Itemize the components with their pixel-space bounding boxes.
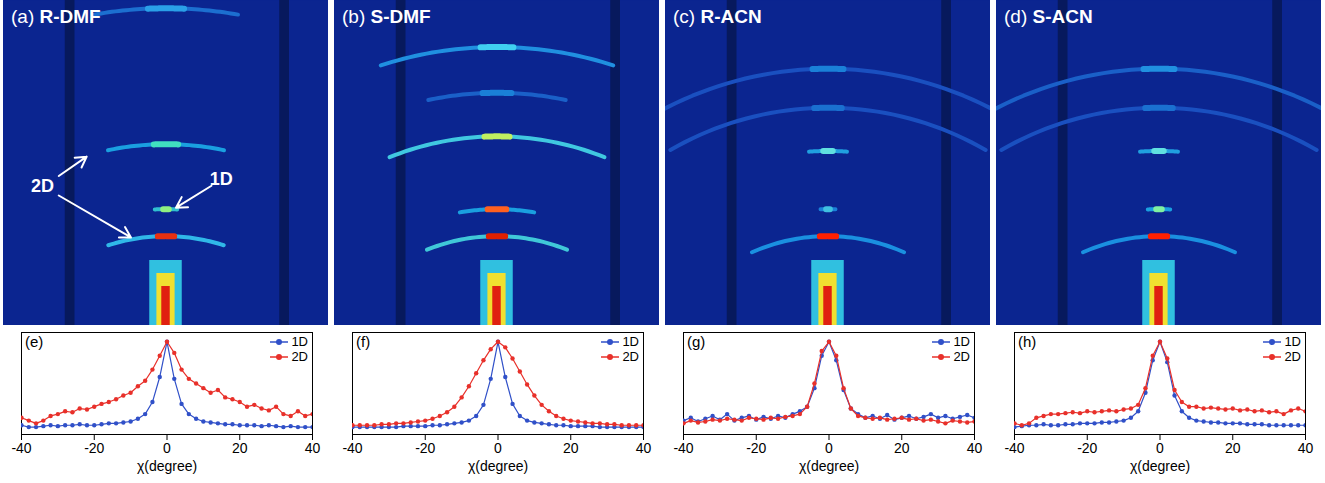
html-text:(e): (e): [25, 333, 44, 350]
html-text:(h): (h): [1018, 333, 1037, 350]
svg-text:0: 0: [1156, 440, 1164, 456]
html-text:1D: 1D: [291, 334, 308, 349]
svg-text:-20: -20: [1077, 440, 1097, 456]
html-text:(g): (g): [687, 333, 706, 350]
svg-text:-20: -20: [84, 440, 104, 456]
svg-text:20: 20: [232, 440, 248, 456]
svg-text:χ(degree): χ(degree): [468, 458, 528, 474]
svg-text:-40: -40: [342, 440, 362, 456]
svg-text:-40: -40: [673, 440, 693, 456]
svg-text:χ(degree): χ(degree): [1130, 458, 1190, 474]
html-text:2D: 2D: [1284, 349, 1301, 364]
svg-text:1D: 1D: [210, 169, 233, 189]
svg-text:-20: -20: [746, 440, 766, 456]
svg-text:-40: -40: [1004, 440, 1024, 456]
svg-text:2D: 2D: [31, 176, 54, 196]
svg-text:0: 0: [163, 440, 171, 456]
html-text:2D: 2D: [953, 349, 970, 364]
html-text:(b) S-DMF: (b) S-DMF: [342, 6, 431, 27]
html-text:2D: 2D: [291, 349, 308, 364]
svg-text:40: 40: [636, 440, 652, 456]
svg-text:-20: -20: [415, 440, 435, 456]
svg-text:20: 20: [894, 440, 910, 456]
html-text:2D: 2D: [622, 349, 639, 364]
svg-text:0: 0: [825, 440, 833, 456]
svg-text:χ(degree): χ(degree): [137, 458, 197, 474]
svg-text:0: 0: [494, 440, 502, 456]
html-text:1D: 1D: [622, 334, 639, 349]
svg-text:χ(degree): χ(degree): [799, 458, 859, 474]
html-text:(f): (f): [356, 333, 371, 350]
html-text:(c) R-ACN: (c) R-ACN: [673, 6, 762, 27]
svg-text:40: 40: [1298, 440, 1314, 456]
svg-text:40: 40: [967, 440, 983, 456]
html-text:1D: 1D: [1284, 334, 1301, 349]
svg-text:40: 40: [305, 440, 321, 456]
svg-text:20: 20: [1225, 440, 1241, 456]
html-text:1D: 1D: [953, 334, 970, 349]
html-text:(d) S-ACN: (d) S-ACN: [1004, 6, 1093, 27]
html-text:(a) R-DMF: (a) R-DMF: [11, 6, 101, 27]
svg-text:-40: -40: [11, 440, 31, 456]
svg-text:20: 20: [563, 440, 579, 456]
